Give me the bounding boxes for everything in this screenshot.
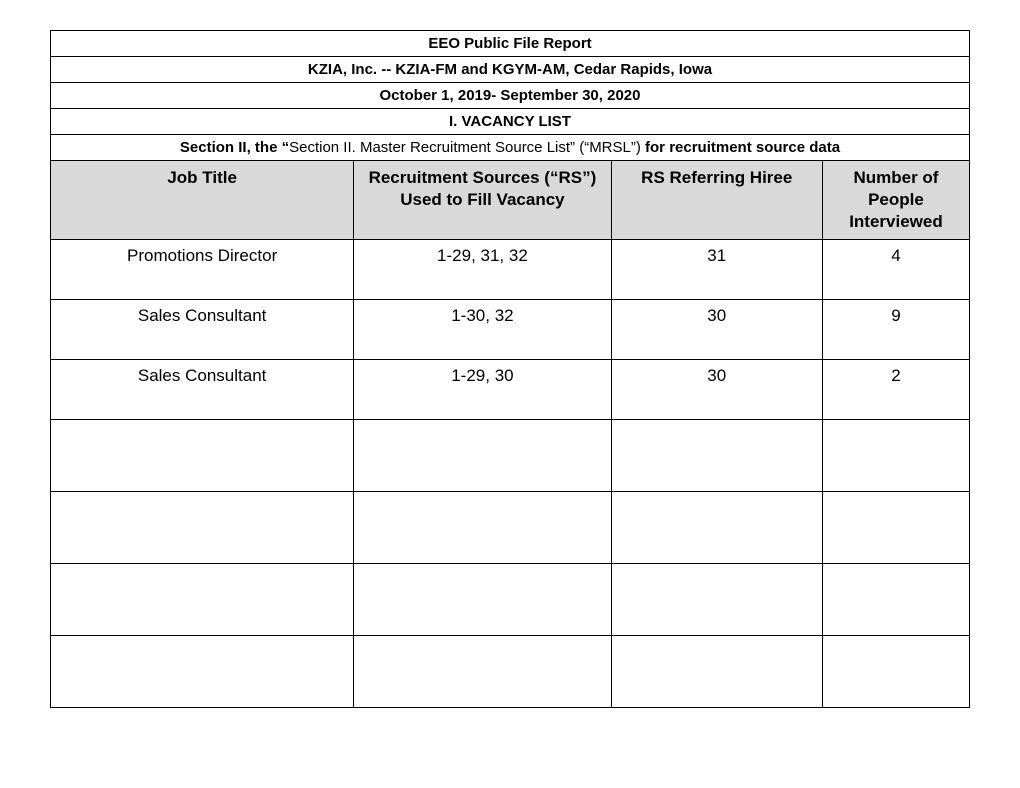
table-row [51,492,970,564]
col-sources: Recruitment Sources (“RS”) Used to Fill … [354,161,611,240]
empty-cell [51,636,354,708]
interviewed-cell: 9 [822,300,969,360]
sources-cell: 1-29, 31, 32 [354,240,611,300]
table-row: Sales Consultant1-30, 32309 [51,300,970,360]
empty-cell [611,636,822,708]
note-prefix: Section II, the “ [180,139,289,156]
referring-cell: 30 [611,360,822,420]
empty-cell [822,420,969,492]
report-date-range: October 1, 2019- September 30, 2020 [51,83,970,109]
job-title-cell: Promotions Director [51,240,354,300]
job-title-cell: Sales Consultant [51,360,354,420]
empty-cell [354,564,611,636]
empty-cell [51,564,354,636]
note-cell: Section II, the “Section II. Master Recr… [51,135,970,161]
vacancy-table: EEO Public File Report KZIA, Inc. -- KZI… [50,30,970,708]
table-row: Promotions Director1-29, 31, 32314 [51,240,970,300]
note-suffix: for recruitment source data [641,139,840,156]
referring-cell: 30 [611,300,822,360]
table-row [51,420,970,492]
section-label: I. VACANCY LIST [51,109,970,135]
table-row: Sales Consultant1-29, 30302 [51,360,970,420]
column-header-row: Job Title Recruitment Sources (“RS”) Use… [51,161,970,240]
empty-cell [822,492,969,564]
table-row [51,636,970,708]
col-interviewed: Number of People Interviewed [822,161,969,240]
title-row: EEO Public File Report [51,31,970,57]
subtitle-row: KZIA, Inc. -- KZIA-FM and KGYM-AM, Cedar… [51,57,970,83]
report-subtitle: KZIA, Inc. -- KZIA-FM and KGYM-AM, Cedar… [51,57,970,83]
col-referring: RS Referring Hiree [611,161,822,240]
job-title-cell: Sales Consultant [51,300,354,360]
empty-cell [51,420,354,492]
date-row: October 1, 2019- September 30, 2020 [51,83,970,109]
note-row: Section II, the “Section II. Master Recr… [51,135,970,161]
empty-cell [611,564,822,636]
interviewed-cell: 4 [822,240,969,300]
empty-cell [822,564,969,636]
empty-cell [354,492,611,564]
empty-cell [354,636,611,708]
referring-cell: 31 [611,240,822,300]
note-middle: Section II. Master Recruitment Source Li… [289,139,641,156]
empty-cell [354,420,611,492]
table-row [51,564,970,636]
empty-cell [51,492,354,564]
sources-cell: 1-29, 30 [354,360,611,420]
sources-cell: 1-30, 32 [354,300,611,360]
empty-cell [822,636,969,708]
interviewed-cell: 2 [822,360,969,420]
col-job-title: Job Title [51,161,354,240]
report-title: EEO Public File Report [51,31,970,57]
empty-cell [611,492,822,564]
section-row: I. VACANCY LIST [51,109,970,135]
empty-cell [611,420,822,492]
